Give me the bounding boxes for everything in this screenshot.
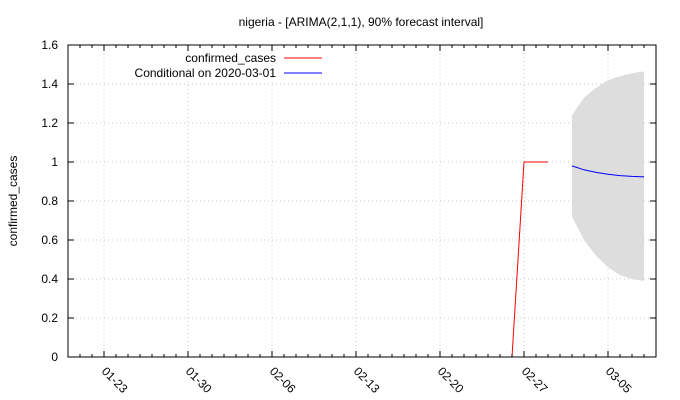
- y-tick-label: 0.8: [41, 194, 58, 208]
- x-tick-label: 02-27: [519, 364, 551, 396]
- x-tick-label: 03-05: [603, 364, 635, 396]
- series-line-1: [511, 161, 548, 358]
- y-tick-label: 0: [51, 350, 58, 364]
- y-tick-label: 1.6: [41, 38, 58, 52]
- series-lines: [511, 161, 645, 358]
- forecast-interval-area: [572, 71, 644, 281]
- x-tick-label: 02-06: [267, 364, 299, 396]
- x-tick-label: 01-30: [183, 364, 215, 396]
- chart-title: nigeria - [ARIMA(2,1,1), 90% forecast in…: [239, 15, 484, 29]
- series-line-2: [571, 165, 645, 178]
- legend-label: Conditional on 2020-03-01: [135, 66, 277, 80]
- x-tick-label: 02-13: [351, 364, 383, 396]
- x-tick-label: 01-23: [99, 364, 131, 396]
- y-tick-label: 0.2: [41, 311, 58, 325]
- forecast-interval-band: [572, 71, 644, 281]
- x-axis-ticks: 01-23 01-30 02-06 02-13 02-20 02-27 03-05: [67, 45, 657, 396]
- y-axis-ticks: 0 0.2 0.4 0.6 0.8 1 1.2 1.4 1.6: [41, 38, 656, 364]
- legend-label: confirmed_cases: [185, 51, 276, 65]
- y-tick-label: 0.6: [41, 233, 58, 247]
- x-tick-label: 02-20: [435, 364, 467, 396]
- y-tick-label: 1: [51, 155, 58, 169]
- y-tick-label: 1.4: [41, 77, 58, 91]
- y-axis-label: confirmed_cases: [6, 156, 20, 247]
- grid-lines: [68, 45, 656, 357]
- y-tick-label: 1.2: [41, 116, 58, 130]
- y-tick-label: 0.4: [41, 272, 58, 286]
